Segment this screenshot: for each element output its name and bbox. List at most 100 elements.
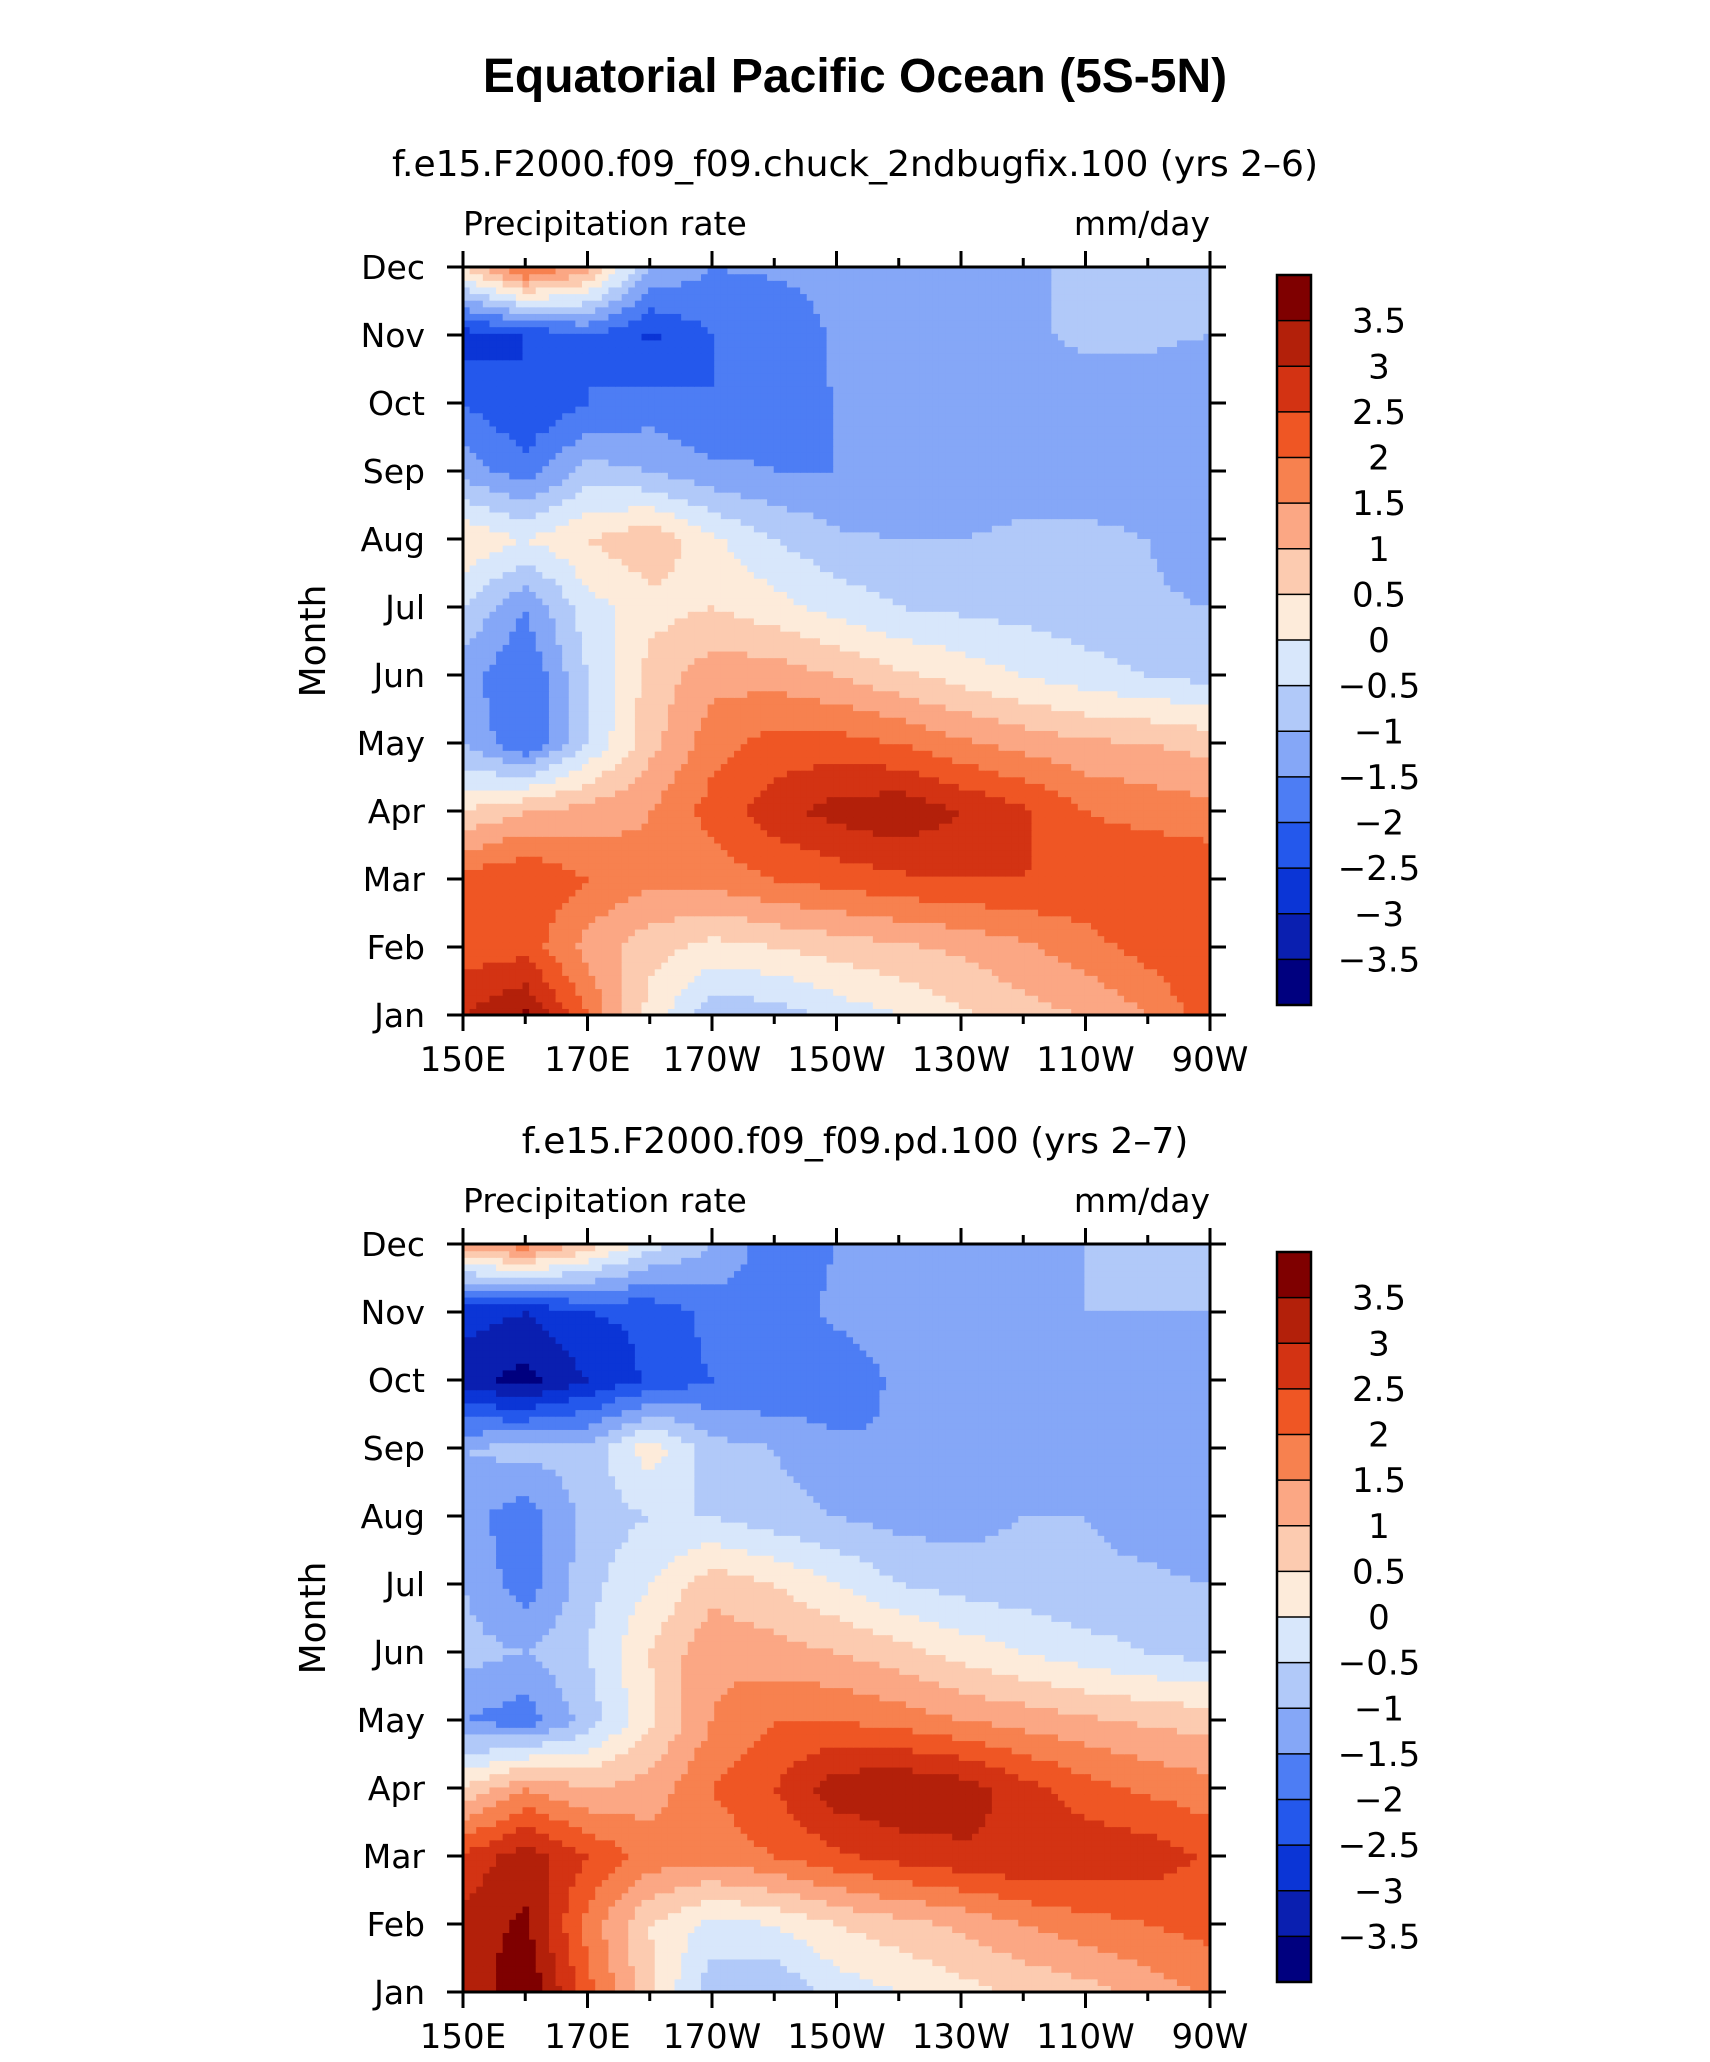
contour-cell [1038, 928, 1046, 937]
contour-cell [581, 922, 590, 930]
contour-cell [833, 750, 841, 758]
contour-cell [767, 882, 775, 890]
contour-cell [932, 743, 940, 751]
contour-cell [1170, 763, 1178, 771]
contour-cell [1190, 995, 1198, 1003]
contour-cell [615, 948, 623, 957]
contour-cell [654, 975, 662, 983]
contour-cell [819, 809, 828, 818]
contour-cell [667, 836, 676, 844]
contour-cell [515, 882, 524, 890]
contour-cell [879, 915, 887, 923]
contour-cell [1038, 875, 1046, 884]
contour-cell [1104, 743, 1112, 751]
contour-cell [509, 849, 517, 857]
contour-cell [767, 948, 775, 957]
contour-cell [991, 889, 1000, 897]
contour-cell [1143, 736, 1152, 745]
contour-cell [945, 995, 953, 1003]
contour-cell [912, 796, 920, 804]
contour-cell [905, 776, 914, 784]
contour-cell [998, 836, 1006, 844]
contour-cell [985, 902, 993, 910]
contour-cell [667, 935, 676, 943]
contour-cell [522, 948, 530, 957]
contour-cell [496, 948, 504, 957]
contour-cell [529, 902, 537, 910]
contour-cell [932, 948, 940, 957]
contour-cell [998, 789, 1006, 798]
contour-cell [1196, 889, 1204, 897]
contour-cell [747, 995, 755, 1003]
contour-cell [648, 823, 656, 831]
contour-cell [780, 882, 788, 890]
contour-cell [905, 842, 914, 851]
contour-cell [476, 948, 484, 957]
contour-cell [1024, 928, 1033, 937]
contour-cell [1018, 902, 1026, 910]
contour-cell [905, 981, 914, 990]
contour-cell [1064, 829, 1072, 837]
contour-cell [476, 730, 484, 738]
contour-cell [892, 829, 900, 837]
contour-cell [972, 770, 980, 778]
contour-cell [1084, 743, 1092, 751]
contour-cell [879, 869, 887, 877]
contour-cell [502, 981, 510, 990]
contour-cell [1044, 988, 1052, 996]
contour-cell [1143, 756, 1152, 765]
contour-cell [1077, 763, 1085, 771]
contour-cell [515, 803, 524, 811]
contour-cell [958, 935, 967, 943]
contour-cell [734, 783, 742, 791]
contour-cell [800, 902, 808, 910]
contour-cell [575, 909, 583, 917]
contour-cell [846, 736, 854, 745]
contour-cell [634, 1008, 643, 1016]
contour-cell [945, 856, 953, 864]
contour-cell [780, 836, 788, 844]
contour-cell [496, 809, 504, 818]
contour-cell [853, 889, 861, 897]
contour-cell [747, 736, 755, 745]
contour-cell [482, 889, 491, 897]
contour-cell [509, 1001, 517, 1009]
contour-cell [813, 743, 821, 751]
contour-cell [932, 783, 940, 791]
contour-cell [674, 902, 682, 910]
contour-cell [1117, 922, 1125, 930]
contour-cell [1011, 776, 1019, 784]
contour-cell [496, 895, 504, 904]
contour-cell [720, 750, 729, 758]
contour-cell [509, 862, 517, 870]
contour-cell [542, 935, 550, 943]
contour-cell [608, 875, 616, 884]
contour-cell [1031, 889, 1039, 897]
contour-cell [1130, 928, 1138, 937]
contour-cell [489, 869, 497, 877]
contour-cell [932, 968, 940, 976]
contour-cell [806, 763, 814, 771]
contour-cell [568, 915, 576, 923]
contour-cell [985, 842, 993, 851]
contour-cell [714, 816, 722, 824]
contour-cell [991, 849, 1000, 857]
contour-cell [720, 948, 729, 957]
contour-cell [502, 816, 510, 824]
contour-cell [648, 770, 656, 778]
contour-cell [1110, 809, 1119, 818]
contour-cell [482, 829, 491, 837]
contour-cell [806, 796, 814, 804]
contour-cell [859, 789, 867, 798]
contour-cell [482, 856, 491, 864]
contour-cell [502, 968, 510, 976]
contour-cell [727, 823, 735, 831]
contour-cell [1110, 981, 1119, 990]
contour-cell [502, 875, 510, 884]
contour-cell [833, 796, 841, 804]
contour-cell [806, 776, 814, 784]
contour-cell [1044, 948, 1052, 957]
contour-cell [548, 909, 557, 917]
contour-cell [720, 862, 729, 870]
contour-cell [469, 875, 477, 884]
